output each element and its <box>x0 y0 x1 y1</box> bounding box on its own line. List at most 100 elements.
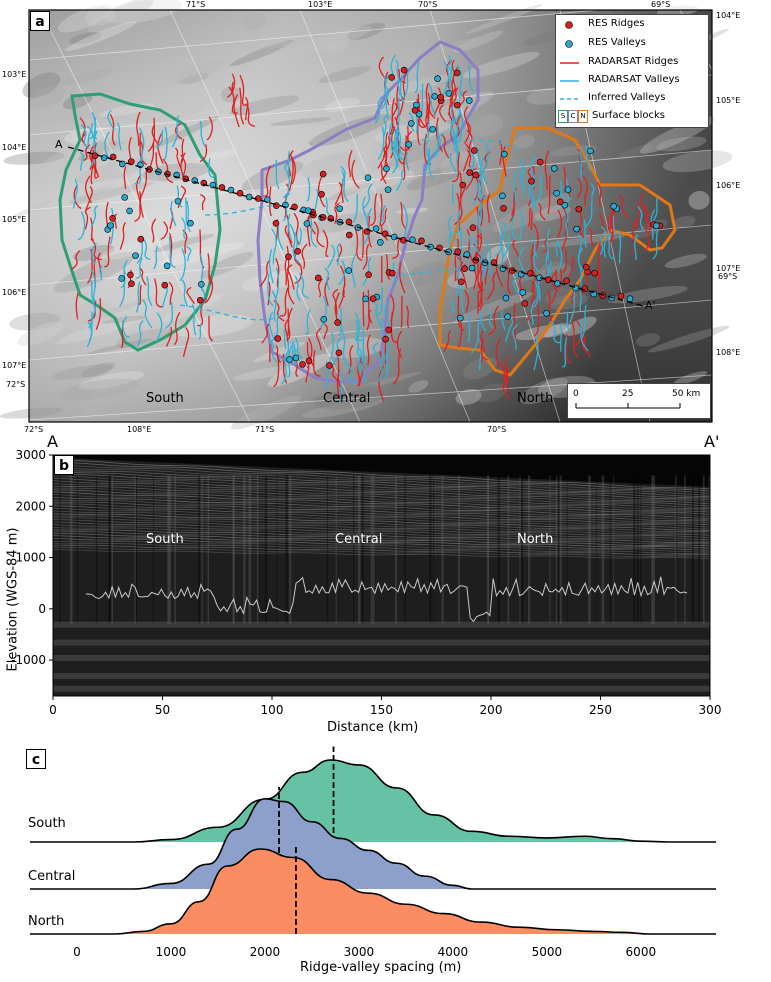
radarsat-valley <box>583 219 587 248</box>
radarsat-valley <box>449 152 457 173</box>
radarsat-ridge <box>441 134 450 159</box>
ridge-label-south: South <box>28 816 66 831</box>
radarsat-ridge <box>528 207 532 227</box>
radarsat-valley <box>561 337 568 368</box>
internal-layer <box>52 537 711 551</box>
radarsat-ridge <box>480 194 486 227</box>
radarsat-valley <box>72 178 78 209</box>
internal-layer <box>52 533 711 547</box>
radarsat-ridge <box>466 229 474 263</box>
radarsat-valley <box>485 241 493 276</box>
radarsat-valley <box>566 311 572 332</box>
radarsat-valley <box>559 323 563 352</box>
radarsat-valley <box>474 236 481 255</box>
radarsat-valley <box>275 159 280 190</box>
radarsat-valley <box>566 196 570 222</box>
radarsat-valley <box>99 265 104 281</box>
radarsat-ridge <box>134 195 142 223</box>
radarsat-ridge <box>538 202 546 221</box>
legend-radarsat-valleys: RADARSAT Valleys <box>588 74 680 85</box>
radarsat-valley <box>79 151 85 171</box>
internal-layer <box>52 480 711 507</box>
radarsat-ridge <box>475 234 479 263</box>
radarsat-valley <box>77 211 86 241</box>
radarsat-valley <box>447 215 455 243</box>
radarsat-ridge <box>562 248 568 273</box>
radarsat-valley <box>287 344 293 378</box>
internal-layer <box>52 469 711 498</box>
scale-tick-0: 0 <box>573 389 579 399</box>
radarsat-valley <box>512 323 519 350</box>
radarsat-ridge <box>597 261 604 292</box>
radarsat-valley <box>579 319 589 352</box>
internal-layer <box>52 510 711 530</box>
res-ridge-point <box>109 215 116 222</box>
radarsat-ridge <box>153 278 163 308</box>
radarsat-valley <box>585 145 592 172</box>
radarsat-valley <box>293 232 298 257</box>
radarsat-ridge <box>452 152 461 183</box>
radarsat-valley <box>378 204 386 223</box>
surface-block-central <box>256 40 480 384</box>
radarsat-valley <box>637 206 645 232</box>
radarsat-valley <box>450 102 456 124</box>
radarsat-valley <box>375 287 383 315</box>
radarsat-ridge <box>284 256 288 286</box>
radarsat-valley <box>442 61 450 96</box>
radarsat-ridge <box>138 284 142 306</box>
radarsat-valley <box>142 299 153 329</box>
radarsat-ridge <box>324 277 330 307</box>
radarsat-valley <box>577 248 585 272</box>
radarsat-valley <box>618 230 622 264</box>
x-tick-label: 0 <box>49 703 57 717</box>
res-ridge-point <box>334 319 341 326</box>
radarsat-valley <box>122 315 130 338</box>
radarsat-valley <box>468 148 475 181</box>
res-ridge-point <box>137 235 145 243</box>
radarsat-ridge <box>140 168 148 196</box>
res-valley-point <box>320 315 328 323</box>
radarsat-ridge <box>263 165 272 197</box>
radarsat-valley <box>479 195 483 222</box>
radarsat-valley <box>546 229 551 262</box>
radarsat-valley <box>581 304 587 339</box>
coord-top-104e: 104°E <box>716 11 741 20</box>
radarsat-valley <box>457 109 464 144</box>
internal-layer <box>52 493 711 517</box>
radarsat-valley <box>560 180 564 203</box>
res-ridge-point <box>382 335 389 343</box>
res-valley-point <box>407 120 415 127</box>
radarsat-ridge <box>279 287 289 317</box>
res-valley-point <box>499 192 506 200</box>
radarsat-valley <box>392 262 397 285</box>
radarsat-valley <box>156 129 164 149</box>
res-ridge-point <box>319 170 327 178</box>
radarsat-ridge <box>643 204 648 233</box>
radarsat-ridge <box>136 111 141 146</box>
internal-layer <box>52 517 711 534</box>
radarsat-ridge <box>464 122 471 144</box>
internal-layer <box>52 471 711 499</box>
res-ridge-point <box>457 278 465 286</box>
panel-a: a 71°S 103°E 70°S 69°S 104°E 103°E 104°E… <box>0 0 771 440</box>
radarsat-ridge <box>405 130 413 152</box>
density-ridge-central <box>30 798 716 890</box>
radarsat-valley <box>513 273 522 295</box>
radarsat-ridge <box>502 145 507 177</box>
radarsat-valley <box>372 342 378 358</box>
radarsat-ridge <box>109 113 116 146</box>
radarsat-valley <box>384 301 392 326</box>
radarsat-ridge <box>610 209 616 242</box>
internal-layer <box>52 485 711 510</box>
ridge-label-north: North <box>28 914 65 929</box>
res-ridge-point <box>469 224 477 231</box>
radarsat-valley <box>494 225 503 256</box>
legend-block-c: C <box>568 110 578 123</box>
radarsat-ridge <box>288 153 294 192</box>
radarsat-ridge <box>301 243 308 269</box>
radarsat-ridge <box>95 298 102 330</box>
radarsat-valley <box>362 256 372 286</box>
internal-layer <box>52 549 711 560</box>
radarsat-ridge <box>339 265 346 298</box>
radarsat-valley <box>90 269 97 303</box>
